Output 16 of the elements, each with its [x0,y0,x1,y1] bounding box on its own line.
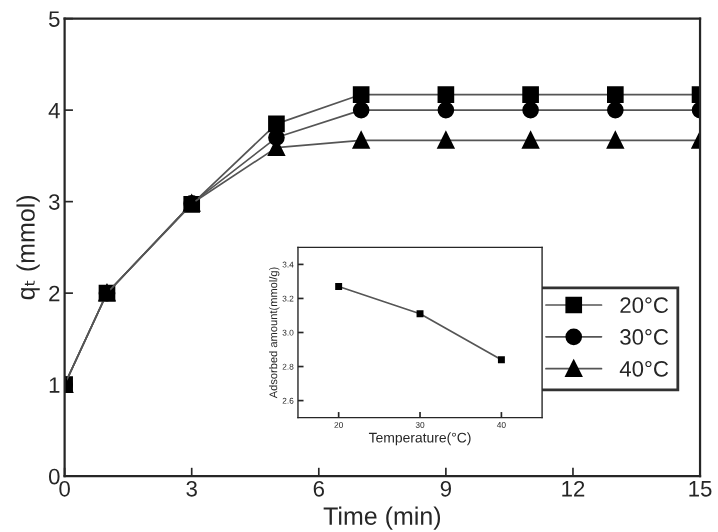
legend-label: 20°C [620,297,669,314]
y-tick-label: 5 [48,11,60,27]
x-tick-label: 9 [440,480,451,497]
x-axis-title: Time (min) [323,506,441,530]
y-tick-label: 4 [48,102,60,119]
legend-label: 30°C [620,329,669,345]
x-tick-label: 12 [562,480,585,497]
y-tick-label: 0 [48,468,60,485]
x-tick-label: 3 [186,480,197,497]
y-tick-label: 3 [48,194,60,210]
y-tick-label: 1 [49,377,60,393]
legend-label: 40°C [619,360,669,377]
y-axis-title: qₜ (mmol) [16,195,40,300]
x-tick-label: 15 [689,481,712,497]
x-tick-label: 6 [313,480,324,497]
y-tick-label: 2 [49,285,60,302]
